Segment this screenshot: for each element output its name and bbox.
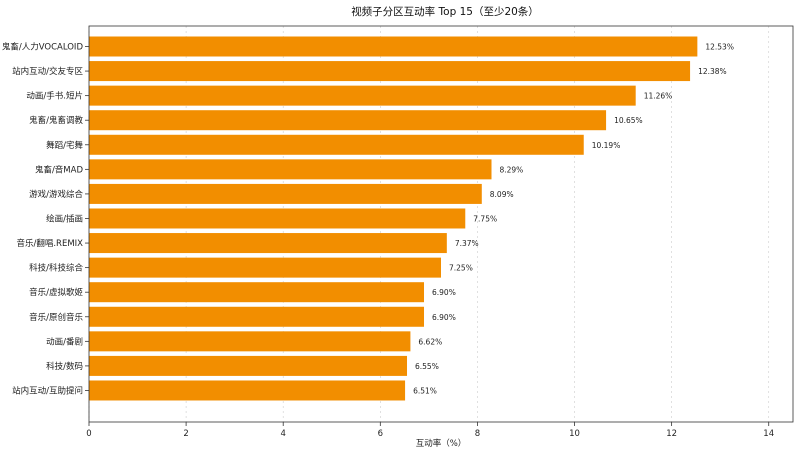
data-label: 7.37%: [455, 239, 479, 248]
category-label: 鬼畜/人力VOCALOID: [2, 42, 84, 53]
data-label: 6.62%: [418, 337, 442, 346]
category-label: 站内互动/互助提问: [12, 385, 83, 396]
x-tick-label: 2: [183, 429, 188, 439]
data-label: 10.65%: [614, 116, 643, 125]
category-label: 站内互动/交友专区: [12, 66, 83, 77]
bar: [89, 306, 425, 327]
x-tick-label: 10: [569, 429, 580, 439]
data-label: 11.26%: [644, 92, 673, 101]
bar: [89, 85, 636, 106]
data-label: 10.19%: [592, 141, 621, 150]
category-label: 科技/数码: [46, 361, 83, 372]
bar: [89, 282, 425, 303]
category-label: 鬼畜/鬼畜调教: [29, 115, 83, 126]
data-label: 6.55%: [415, 362, 439, 371]
bar: [89, 331, 411, 352]
category-label: 舞蹈/宅舞: [46, 140, 83, 151]
data-label: 7.25%: [449, 264, 473, 273]
chart-title: 视频子分区互动率 Top 15（至少20条）: [351, 5, 539, 18]
bar: [89, 208, 466, 229]
category-label: 音乐/翻唱.REMIX: [16, 238, 83, 249]
data-label: 6.90%: [432, 288, 456, 297]
bar: [89, 183, 482, 204]
bar: [89, 380, 406, 401]
x-tick-label: 4: [280, 429, 285, 439]
category-label: 绘画/插画: [46, 213, 83, 224]
category-label: 音乐/原创音乐: [29, 312, 83, 323]
data-label: 8.29%: [499, 165, 523, 174]
category-label: 游戏/游戏综合: [29, 189, 83, 200]
bar: [89, 134, 584, 155]
x-tick-label: 14: [763, 429, 774, 439]
category-label: 动画/手书.短片: [26, 91, 83, 102]
category-labels: 鬼畜/人力VOCALOID 站内互动/交友专区动画/手书.短片鬼畜/鬼畜调教舞蹈/…: [2, 42, 89, 396]
category-label: 科技/科技综合: [29, 263, 83, 274]
bar: [89, 159, 492, 180]
data-label: 8.09%: [490, 190, 514, 199]
bar: [89, 36, 698, 57]
x-tick-labels: 0 2 4 6 8 10 12 14: [86, 422, 774, 439]
x-tick-label: 6: [378, 429, 383, 439]
x-axis-title: 互动率（%）: [416, 438, 467, 449]
bars: [89, 36, 698, 401]
data-label: 6.51%: [413, 386, 437, 395]
data-label: 12.38%: [698, 67, 727, 76]
bar: [89, 233, 447, 254]
value-labels: 12.53% 12.38% 11.26% 10.65% 10.19% 8.29% 8.09%…: [413, 43, 734, 396]
plot-frame: [88, 25, 794, 423]
data-label: 7.75%: [473, 214, 497, 223]
x-tick-label: 8: [475, 429, 480, 439]
category-label: 鬼畜/音MAD: [35, 164, 84, 175]
bar: [89, 61, 691, 82]
x-tick-label: 12: [666, 429, 677, 439]
category-label: 动画/番剧: [46, 336, 83, 347]
bar: [89, 257, 441, 278]
category-label: 音乐/虚拟歌姬: [29, 287, 83, 298]
x-tick-label: 0: [86, 429, 91, 439]
bar: [89, 355, 408, 376]
bar: [89, 110, 607, 131]
data-label: 12.53%: [705, 43, 734, 52]
data-label: 6.90%: [432, 313, 456, 322]
